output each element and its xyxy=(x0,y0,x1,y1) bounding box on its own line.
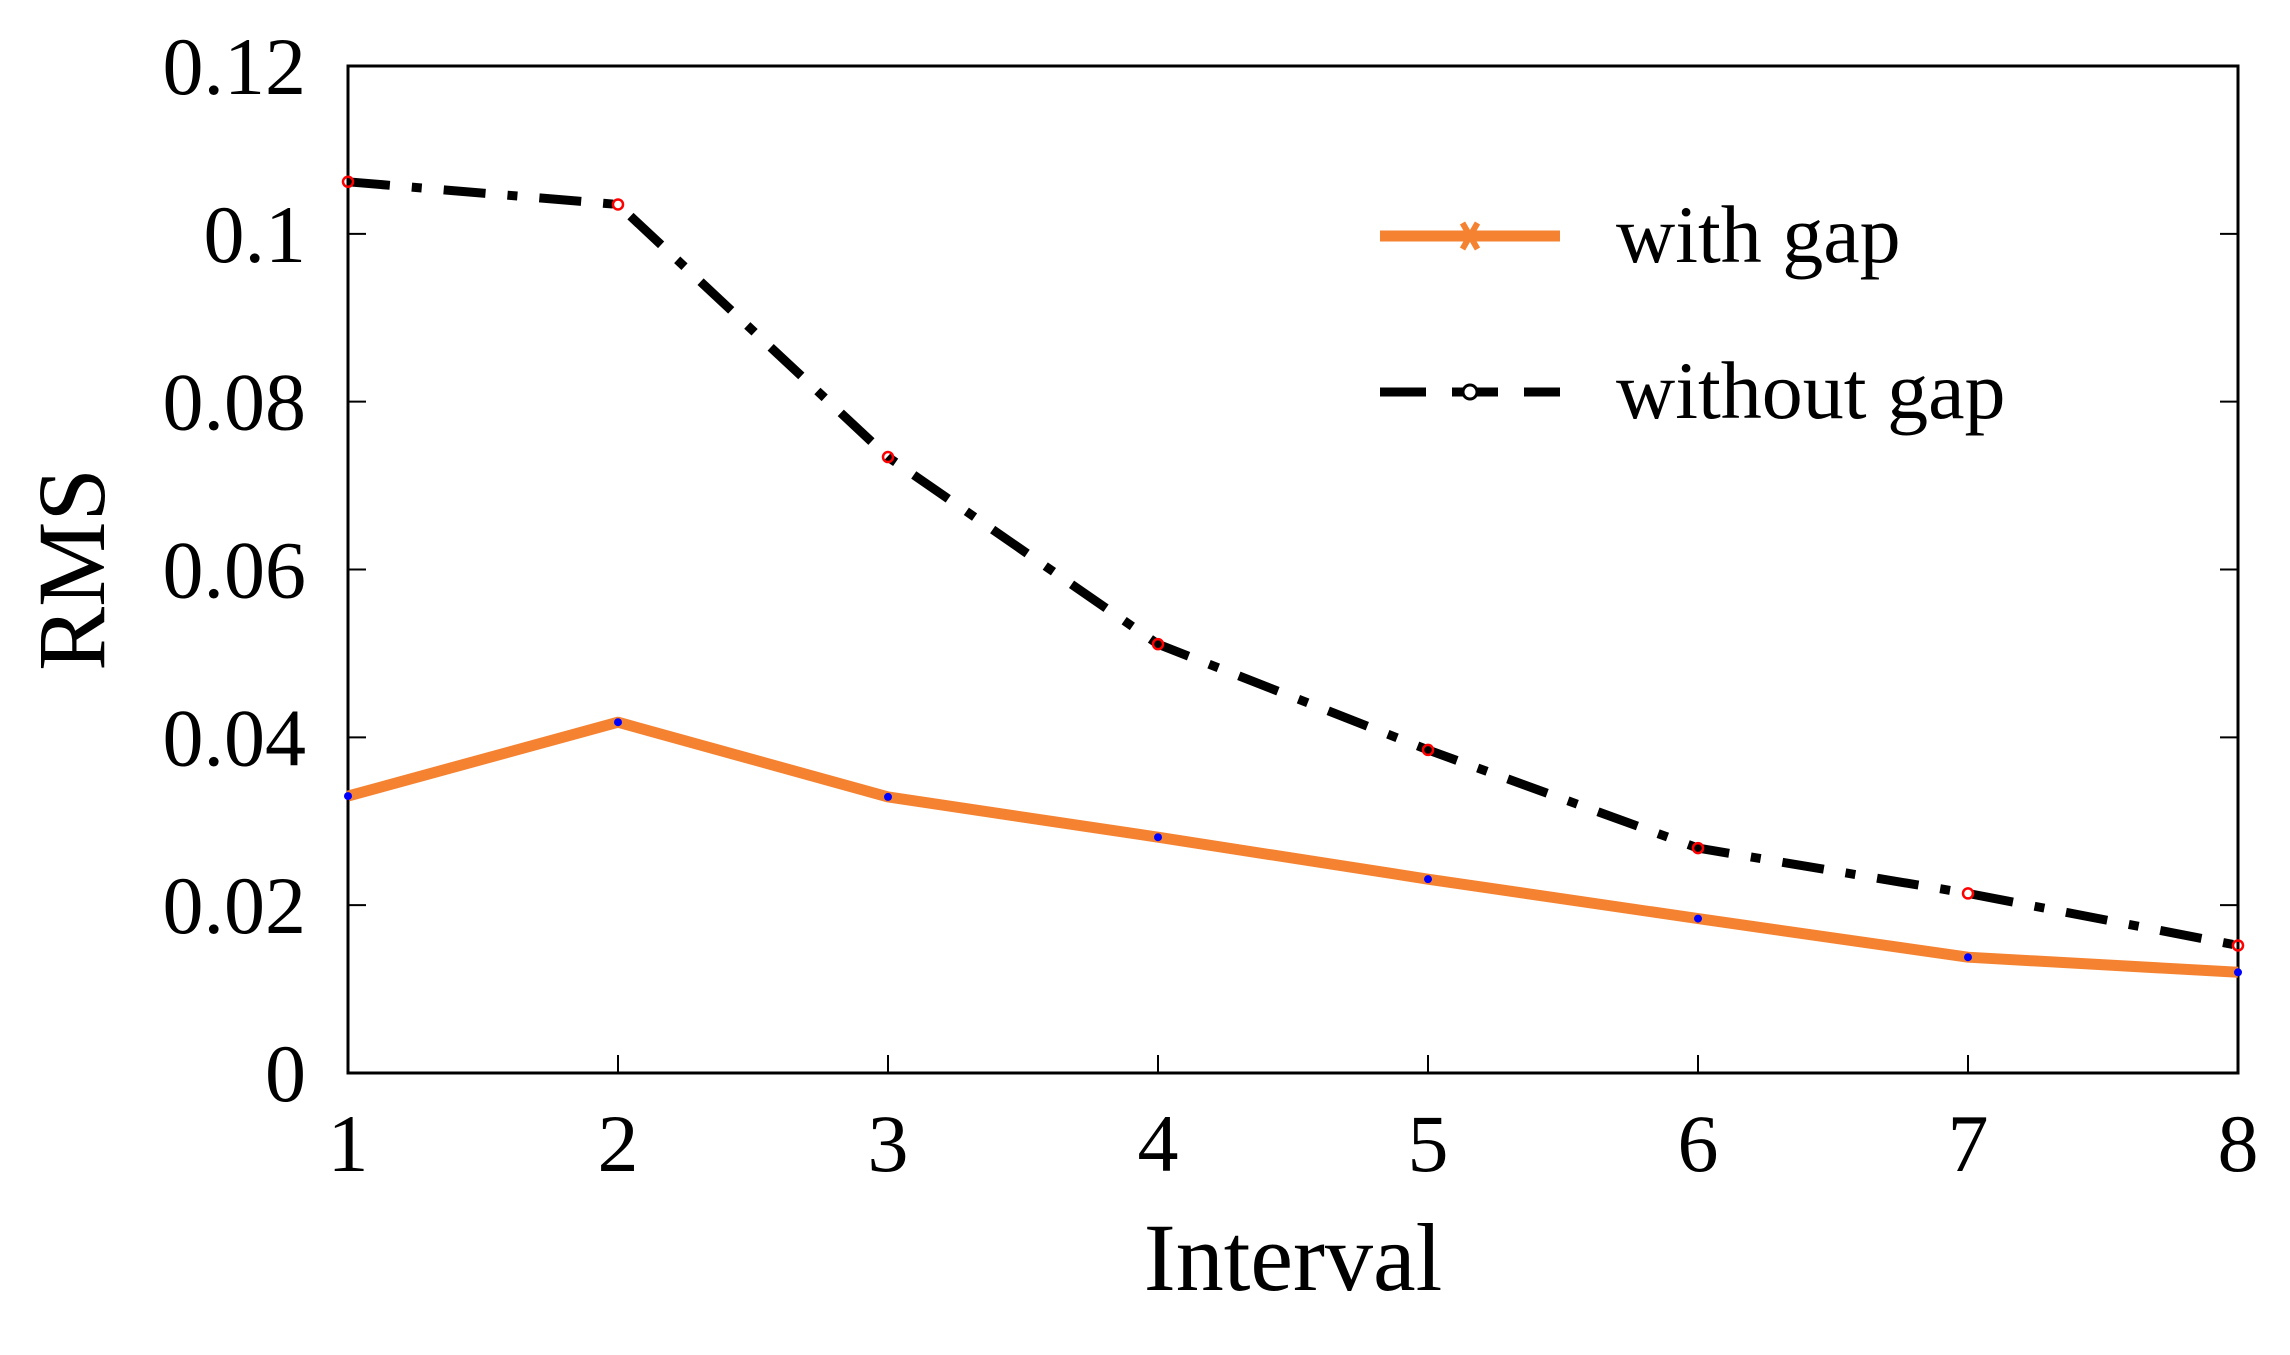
y-tick-label: 0.08 xyxy=(163,357,307,448)
series-line-0 xyxy=(346,716,2239,978)
legend: with gap without gap xyxy=(1380,189,2005,436)
x-tick-label: 8 xyxy=(2218,1098,2259,1189)
x-axis-ticks: 1 2 3 4 5 6 7 8 xyxy=(328,1055,2259,1189)
series-layer xyxy=(341,175,2245,978)
y-axis-ticks: 0 0.02 0.04 0.06 0.08 0.1 0.12 xyxy=(163,21,2238,1119)
x-tick-label: 4 xyxy=(1138,1098,1179,1189)
x-tick-label: 7 xyxy=(1948,1098,1989,1189)
y-tick-label: 0.1 xyxy=(204,189,307,280)
series-point-1 xyxy=(1151,637,1165,651)
series-point-0 xyxy=(2234,968,2242,977)
series-point-1 xyxy=(1691,841,1705,855)
y-tick-label: 0.06 xyxy=(163,525,307,616)
x-axis-title: Interval xyxy=(1144,1204,1443,1311)
series-point-0 xyxy=(1154,833,1162,842)
series-point-0 xyxy=(1964,953,1972,962)
series-point-1 xyxy=(881,450,895,464)
series-point-1 xyxy=(611,198,625,211)
x-tick-label: 5 xyxy=(1408,1098,1449,1189)
series-point-1 xyxy=(1961,887,1975,900)
y-tick-label: 0 xyxy=(265,1028,306,1119)
legend-label-0: with gap xyxy=(1616,189,1901,280)
legend-marker-0 xyxy=(1455,221,1485,251)
x-tick-label: 1 xyxy=(328,1098,369,1189)
series-point-0 xyxy=(1424,875,1432,884)
y-tick-label: 0.12 xyxy=(163,21,307,112)
x-tick-label: 6 xyxy=(1678,1098,1719,1189)
series-point-0 xyxy=(344,792,352,801)
series-point-0 xyxy=(884,792,892,801)
legend-marker-1 xyxy=(1461,383,1479,401)
series-point-1 xyxy=(2231,939,2245,952)
y-tick-label: 0.04 xyxy=(163,692,307,783)
series-point-0 xyxy=(614,718,622,727)
series-line-1 xyxy=(347,177,2239,950)
x-tick-label: 2 xyxy=(598,1098,639,1189)
y-tick-label: 0.02 xyxy=(163,860,307,951)
y-axis-title: RMS xyxy=(18,468,125,671)
x-tick-label: 3 xyxy=(868,1098,909,1189)
series-point-1 xyxy=(1421,743,1435,757)
series-point-0 xyxy=(1694,914,1702,923)
series-point-1 xyxy=(341,175,355,189)
legend-label-1: without gap xyxy=(1616,345,2005,436)
